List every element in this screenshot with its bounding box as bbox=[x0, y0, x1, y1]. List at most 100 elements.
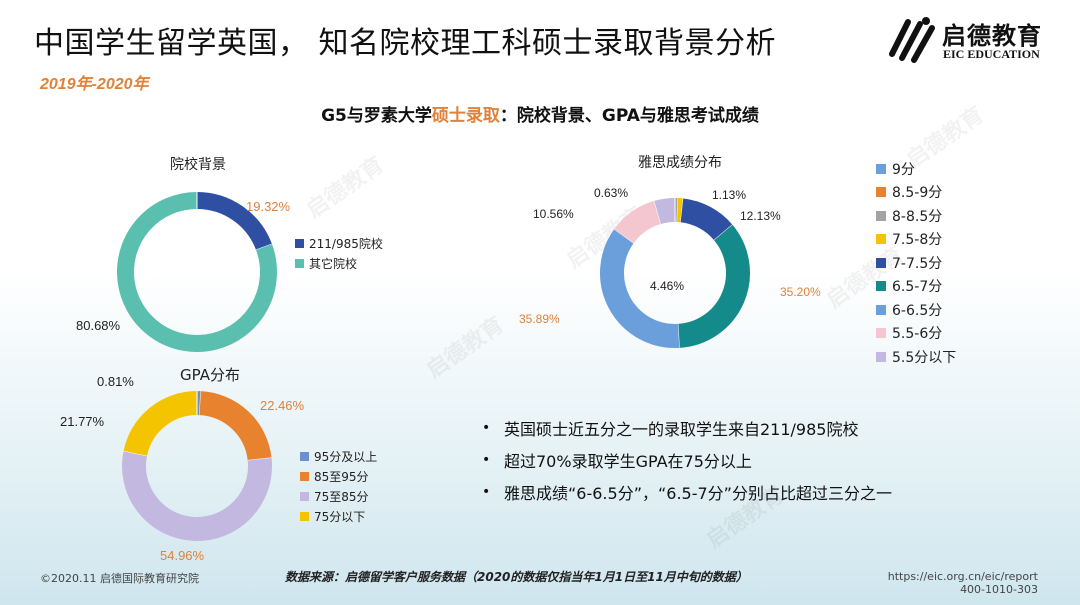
bullet-text: 雅思成绩“6-6.5分”，“6.5-7分”分别占比超过三分之一 bbox=[504, 484, 892, 503]
gpa-legend: 95分及以上 85至95分 75至85分 75分以下 bbox=[300, 446, 377, 526]
footer-contact: https://eic.org.cn/eic/report 400-1010-3… bbox=[888, 570, 1038, 596]
legend-swatch bbox=[876, 304, 886, 315]
legend-label: 6.5-7分 bbox=[892, 279, 943, 296]
legend-item: 5.5-6分 bbox=[876, 322, 956, 346]
ielts-legend: 9分 8.5-9分 8-8.5分 7.5-8分 7-7.5分 6.5-7分 6-… bbox=[876, 157, 956, 369]
bullet-item: • 雅思成绩“6-6.5分”，“6.5-7分”分别占比超过三分之一 bbox=[482, 476, 892, 508]
legend-swatch bbox=[876, 210, 886, 221]
donut-slice-6 bbox=[677, 224, 750, 348]
legend-swatch bbox=[300, 471, 309, 481]
legend-swatch bbox=[876, 281, 886, 292]
ielts-pct-label: 10.56% bbox=[533, 207, 574, 221]
legend-label: 8.5-9分 bbox=[892, 185, 943, 202]
legend-item: 7-7.5分 bbox=[876, 251, 956, 275]
ielts-chart-title: 雅思成绩分布 bbox=[638, 155, 722, 171]
donut-slice-9 bbox=[654, 198, 676, 225]
bullet-text: 超过70%录取学生GPA在75分以上 bbox=[504, 452, 752, 471]
legend-swatch bbox=[300, 511, 309, 521]
heading-prefix: G5与罗素大学 bbox=[321, 106, 432, 126]
logo-mark-icon bbox=[889, 17, 935, 63]
slice-separator bbox=[680, 198, 684, 223]
bullet-dot-icon: • bbox=[482, 420, 491, 436]
gpa-pct-label: 21.77% bbox=[60, 414, 105, 429]
logo-text-en: EIC EDUCATION bbox=[943, 47, 1040, 61]
bullet-text: 英国硕士近五分之一的录取学生来自211/985院校 bbox=[504, 420, 859, 439]
ielts-pct-label: 35.20% bbox=[780, 285, 821, 299]
school-chart-title: 院校背景 bbox=[170, 157, 226, 173]
heading-highlight: 硕士录取 bbox=[431, 106, 500, 126]
legend-swatch bbox=[300, 491, 309, 501]
watermark: 启德教育 bbox=[302, 152, 389, 224]
year-subtitle: 2019年-2020年 bbox=[40, 76, 149, 93]
footer-source: 数据来源：启德留学客户服务数据（2020的数据仅指当年1月1日至11月中旬的数据… bbox=[285, 570, 748, 584]
legend-swatch bbox=[876, 328, 886, 339]
gpa-pct-label: 0.81% bbox=[97, 374, 134, 389]
ielts-pct-label: 35.89% bbox=[519, 312, 560, 326]
legend-item: 75分以下 bbox=[300, 506, 377, 526]
legend-item: 8-8.5分 bbox=[876, 204, 956, 228]
legend-item: 其它院校 bbox=[295, 253, 383, 273]
legend-label: 9分 bbox=[892, 161, 915, 178]
bullet-item: • 超过70%录取学生GPA在75分以上 bbox=[482, 444, 892, 476]
legend-label: 7.5-8分 bbox=[892, 232, 943, 249]
slice-separator bbox=[713, 224, 733, 241]
legend-item: 75至85分 bbox=[300, 486, 377, 506]
legend-item: 6.5-7分 bbox=[876, 275, 956, 299]
footer-copyright: ©2020.11 启德国际教育研究院 bbox=[40, 572, 199, 585]
legend-item: 6-6.5分 bbox=[876, 298, 956, 322]
donut-slice-8 bbox=[614, 200, 662, 244]
legend-swatch bbox=[876, 257, 886, 268]
legend-label: 211/985院校 bbox=[309, 236, 383, 251]
bullet-dot-icon: • bbox=[482, 452, 491, 468]
bullet-item: • 英国硕士近五分之一的录取学生来自211/985院校 bbox=[482, 412, 892, 444]
donut-slice-2 bbox=[117, 192, 277, 352]
donut-slice-3 bbox=[122, 450, 272, 541]
legend-item: 211/985院校 bbox=[295, 233, 383, 253]
legend-item: 7.5-8分 bbox=[876, 228, 956, 252]
legend-swatch bbox=[876, 163, 886, 174]
donut-slice-7 bbox=[600, 229, 680, 348]
legend-item: 85至95分 bbox=[300, 466, 377, 486]
legend-item: 9分 bbox=[876, 157, 956, 181]
bullet-dot-icon: • bbox=[482, 484, 491, 500]
school-pct-label: 80.68% bbox=[76, 318, 121, 333]
ielts-pct-label: 0.63% bbox=[594, 186, 629, 200]
school-background-donut bbox=[117, 192, 277, 352]
key-findings: • 英国硕士近五分之一的录取学生来自211/985院校 • 超过70%录取学生GPA… bbox=[482, 412, 892, 508]
gpa-donut bbox=[122, 391, 272, 541]
legend-swatch bbox=[295, 238, 304, 248]
gpa-pct-label: 54.96% bbox=[160, 548, 205, 563]
gpa-chart-title: GPA分布 bbox=[180, 366, 240, 384]
legend-item: 8.5-9分 bbox=[876, 181, 956, 205]
legend-label: 8-8.5分 bbox=[892, 208, 943, 225]
legend-label: 5.5-6分 bbox=[892, 326, 943, 343]
ielts-pct-label: 4.46% bbox=[650, 279, 685, 293]
ielts-donut bbox=[600, 198, 750, 348]
legend-swatch bbox=[876, 351, 886, 362]
donut-slice-5 bbox=[680, 198, 733, 241]
heading-suffix: ：院校背景、GPA与雅思考试成绩 bbox=[499, 106, 759, 126]
eic-logo: 启德教育 EIC EDUCATION bbox=[886, 14, 1056, 64]
footer-phone: 400-1010-303 bbox=[960, 583, 1038, 596]
legend-swatch bbox=[295, 258, 304, 268]
watermark: 启德教育 bbox=[422, 312, 509, 384]
legend-label: 95分及以上 bbox=[314, 449, 378, 464]
legend-item: 95分及以上 bbox=[300, 446, 377, 466]
ielts-pct-label: 1.13% bbox=[712, 188, 747, 202]
legend-label: 75至85分 bbox=[314, 489, 369, 504]
slice-separator bbox=[255, 243, 273, 251]
legend-swatch bbox=[876, 234, 886, 245]
legend-label: 6-6.5分 bbox=[892, 302, 943, 319]
legend-label: 其它院校 bbox=[309, 256, 358, 271]
legend-label: 5.5分以下 bbox=[892, 349, 957, 366]
school-pct-label: 19.32% bbox=[246, 199, 291, 214]
legend-swatch bbox=[300, 451, 309, 461]
donut-slice-2 bbox=[199, 391, 272, 461]
ielts-pct-label: 12.13% bbox=[740, 209, 781, 223]
footer-url: https://eic.org.cn/eic/report bbox=[887, 570, 1038, 583]
legend-label: 85至95分 bbox=[314, 469, 369, 484]
gpa-pct-label: 22.46% bbox=[260, 398, 305, 413]
donut-slice-4 bbox=[123, 391, 198, 457]
legend-swatch bbox=[876, 187, 886, 198]
page-title: 中国学生留学英国， 知名院校理工科硕士录取背景分析 bbox=[34, 26, 777, 61]
